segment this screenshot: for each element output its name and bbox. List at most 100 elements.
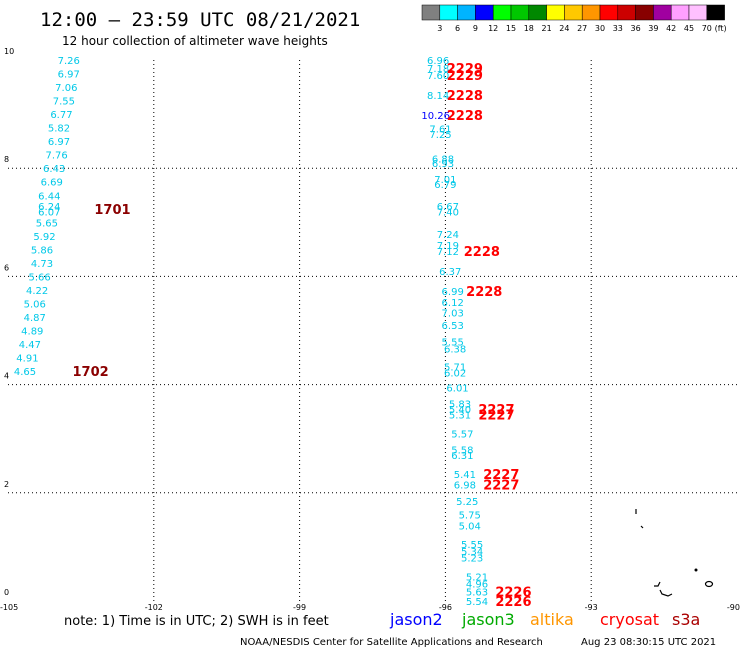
wave-height-label: 5.31 (449, 410, 471, 421)
wave-height-label: 5.71 (444, 363, 466, 374)
wave-height-label: 8.14 (427, 91, 449, 102)
wave-height-label: 6.97 (48, 137, 70, 148)
colorbar-swatch (510, 4, 530, 21)
y-tick-label: 4 (4, 372, 9, 381)
wave-height-label: 6.99 (442, 287, 464, 298)
wave-height-label: 4.65 (14, 367, 36, 378)
wave-height-label: 10.26 (421, 111, 450, 122)
credit-text: NOAA/NESDIS Center for Satellite Applica… (240, 637, 543, 648)
colorbar-label: 3 (437, 24, 442, 33)
wave-height-label: 6.79 (434, 180, 456, 191)
chart-title: 12:00 – 23:59 UTC 08/21/2021 (40, 9, 360, 31)
x-tick-label: -96 (439, 603, 452, 612)
wave-height-label: 5.34 (461, 547, 483, 558)
wave-height-label: 6.93 (432, 159, 454, 170)
wave-height-label: 5.82 (48, 124, 70, 135)
colorbar-swatch (457, 4, 476, 21)
wave-height-label: 5.75 (459, 510, 481, 521)
wave-height-label: 6.53 (442, 321, 464, 332)
wave-height-label: 6.37 (439, 267, 461, 278)
wave-height-label: 6.24 (38, 202, 60, 213)
colorbar-swatch (635, 4, 654, 21)
colorbar-swatch (617, 4, 636, 21)
satellite-altika: altika (530, 610, 574, 629)
wave-height-label: 5.66 (28, 272, 50, 283)
wave-height-label: 6.96 (427, 56, 449, 67)
wave-height-label: 5.65 (36, 218, 58, 229)
colorbar-label: 39 (648, 24, 658, 33)
wave-height-label: 7.55 (53, 97, 75, 108)
wave-height-label: 5.86 (31, 245, 53, 256)
colorbar-label: 30 (595, 24, 605, 33)
time-label: 2227 (483, 479, 519, 494)
colorbar-swatch (706, 4, 725, 21)
colorbar-label: 70 (702, 24, 712, 33)
wave-height-label: 5.58 (451, 446, 473, 457)
colorbar-label: 15 (506, 24, 516, 33)
time-label: 2228 (447, 109, 483, 124)
colorbar-label: 18 (524, 24, 534, 33)
wave-height-label: 6.97 (58, 70, 80, 81)
colorbar-label: 6 (455, 24, 460, 33)
wave-height-label: 7.06 (55, 83, 77, 94)
wave-height-label: 7.60 (427, 71, 449, 82)
time-label: 1701 (94, 203, 130, 218)
satellite-s3a: s3a (672, 610, 700, 629)
colorbar-label: 9 (473, 24, 478, 33)
time-label: 2227 (478, 408, 514, 423)
wave-height-label: 7.18 (427, 64, 449, 75)
colorbar: 3 6 9 12 15 18 21 24 27 30 33 36 39 42 45 70 (ft) (421, 4, 727, 33)
wave-height-label: 5.25 (456, 497, 478, 508)
time-label: 2227 (483, 468, 519, 483)
footer-note: note: 1) Time is in UTC; 2) SWH is in fe… (64, 614, 329, 629)
wave-height-label: 5.23 (461, 554, 483, 565)
wave-height-label: 5.57 (451, 429, 473, 440)
wave-height-label: 7.61 (429, 125, 451, 136)
wave-height-label: 7.24 (437, 230, 459, 241)
x-tick-label: -90 (727, 603, 740, 612)
colorbar-label: 27 (577, 24, 587, 33)
wave-height-label: 7.40 (437, 207, 459, 218)
wave-height-label: 5.92 (33, 232, 55, 243)
time-label: 1702 (73, 365, 109, 380)
colorbar-swatch (439, 4, 458, 21)
wave-height-label: 6.12 (442, 298, 464, 309)
wave-height-label: 5.41 (454, 470, 476, 481)
wave-height-label: 6.02 (444, 369, 466, 380)
axis-ticks: -105 -102 -99 -96 -93 -90 0 2 4 6 8 10 (0, 47, 740, 612)
wave-height-label: 5.04 (459, 521, 481, 532)
colorbar-label: 24 (559, 24, 569, 33)
colorbar-label: 12 (488, 24, 498, 33)
colorbar-label: 36 (631, 24, 641, 33)
wave-height-label: 5.83 (449, 400, 471, 411)
wave-height-label: 4.22 (26, 286, 48, 297)
time-label: 2228 (447, 89, 483, 104)
wave-height-label: 5.54 (466, 597, 488, 608)
colorbar-swatch (599, 4, 619, 21)
x-tick-label: -93 (585, 603, 598, 612)
time-label: 2228 (466, 285, 502, 300)
colorbar-label: 33 (613, 24, 623, 33)
x-tick-label: -105 (0, 603, 18, 612)
wave-height-label: 6.98 (454, 481, 476, 492)
wave-height-label: 5.55 (461, 540, 483, 551)
wave-height-label: 7.26 (58, 56, 80, 67)
colorbar-unit: (ft) (715, 24, 727, 33)
wave-height-label: 6.01 (446, 383, 468, 394)
coastline-fragments (635, 509, 714, 597)
y-tick-label: 2 (4, 480, 9, 489)
colorbar-label: 42 (666, 24, 676, 33)
wave-height-label: 6.69 (41, 178, 63, 189)
wave-height-label: 6.44 (38, 191, 60, 202)
wave-height-label: 7.25 (429, 130, 451, 141)
wave-height-label: 6.07 (38, 207, 60, 218)
time-labels: 1701170222292229222822282228222822272227… (73, 62, 532, 610)
satellite-jason3: jason3 (461, 610, 515, 629)
wave-height-label: 7.01 (434, 175, 456, 186)
wave-height-label: 5.21 (466, 573, 488, 584)
y-tick-label: 10 (4, 47, 14, 56)
wave-height-label: 6.88 (432, 154, 454, 165)
wave-height-label: 7.12 (437, 247, 459, 258)
wave-height-label: 5.06 (24, 299, 46, 310)
